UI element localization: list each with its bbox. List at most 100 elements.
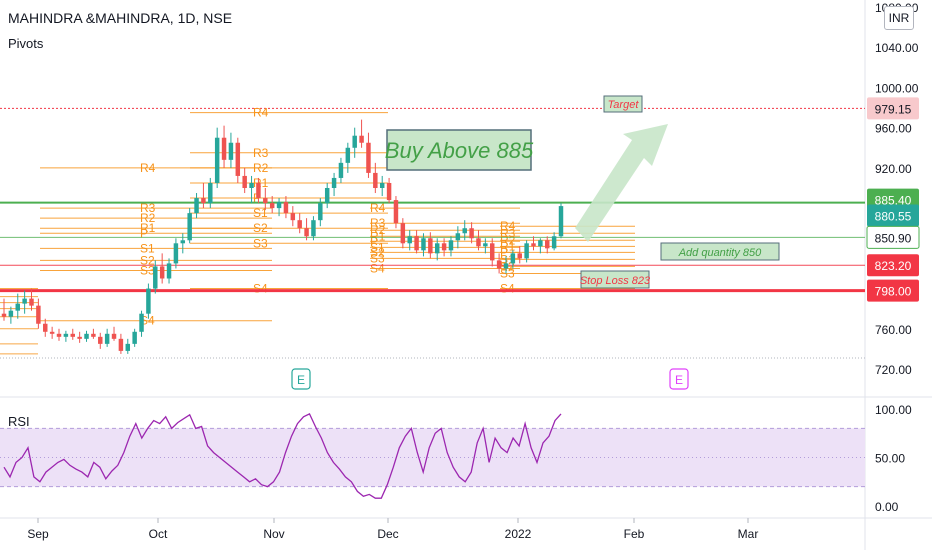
- candle-body[interactable]: [517, 253, 522, 259]
- candle-body[interactable]: [63, 333, 69, 337]
- candle-body[interactable]: [153, 266, 158, 289]
- candle-body[interactable]: [125, 343, 131, 351]
- candle-body[interactable]: [180, 240, 186, 244]
- candle-body[interactable]: [366, 142, 371, 173]
- candle-body[interactable]: [104, 333, 110, 344]
- candle-body[interactable]: [8, 310, 14, 317]
- candle-body[interactable]: [462, 228, 467, 234]
- currency-badge[interactable]: INR: [884, 6, 914, 30]
- candle-body[interactable]: [159, 266, 165, 279]
- candle-body[interactable]: [297, 220, 302, 229]
- candle-body[interactable]: [111, 333, 117, 339]
- price-badge[interactable]: [867, 204, 919, 227]
- candle-body[interactable]: [29, 298, 34, 306]
- candle-body[interactable]: [242, 175, 247, 188]
- symbol-title[interactable]: MAHINDRA &MAHINDRA, 1D, NSE: [8, 10, 233, 26]
- candle-body[interactable]: [428, 238, 433, 254]
- price-badge[interactable]: [867, 97, 919, 120]
- candle-body[interactable]: [139, 313, 144, 332]
- candle-body[interactable]: [386, 182, 392, 201]
- candle-body[interactable]: [221, 137, 227, 160]
- candle-body[interactable]: [407, 236, 412, 244]
- candle-body[interactable]: [283, 202, 289, 214]
- buy-above-box[interactable]: [386, 129, 532, 171]
- candle-body[interactable]: [400, 223, 406, 244]
- candle-body[interactable]: [1, 313, 7, 317]
- candle-body[interactable]: [434, 243, 440, 254]
- earnings-marker[interactable]: [669, 368, 689, 390]
- candle-body[interactable]: [256, 182, 261, 199]
- candle-body[interactable]: [194, 198, 199, 214]
- candle-body[interactable]: [469, 228, 474, 239]
- candle-body[interactable]: [118, 338, 124, 351]
- candle-body[interactable]: [455, 233, 461, 241]
- candle-body[interactable]: [166, 263, 172, 279]
- price-badge[interactable]: [866, 225, 920, 249]
- candle-body[interactable]: [77, 336, 82, 339]
- candle-body[interactable]: [510, 253, 516, 264]
- candle-body[interactable]: [483, 243, 488, 247]
- candle-body[interactable]: [345, 147, 351, 163]
- candle-body[interactable]: [503, 263, 509, 269]
- rsi-line[interactable]: [3, 413, 562, 499]
- candle-body[interactable]: [373, 172, 378, 188]
- candle-body[interactable]: [304, 228, 309, 237]
- candle-body[interactable]: [393, 200, 399, 224]
- candle-body[interactable]: [496, 260, 502, 269]
- candle-body[interactable]: [214, 137, 220, 183]
- target-box[interactable]: [603, 95, 643, 113]
- candle-body[interactable]: [173, 243, 179, 264]
- candle-body[interactable]: [56, 333, 62, 337]
- candle-body[interactable]: [476, 238, 481, 247]
- candle-body[interactable]: [91, 333, 96, 337]
- candle-body[interactable]: [276, 202, 282, 209]
- candle-body[interactable]: [545, 240, 550, 249]
- candle-body[interactable]: [146, 288, 151, 314]
- candle-body[interactable]: [489, 243, 495, 261]
- candle-body[interactable]: [331, 177, 337, 188]
- candle-body[interactable]: [290, 213, 296, 221]
- candle-body[interactable]: [538, 240, 543, 247]
- price-badge[interactable]: [867, 254, 919, 277]
- candle-body[interactable]: [49, 331, 55, 334]
- candle-body[interactable]: [531, 243, 536, 247]
- candle-body[interactable]: [43, 323, 48, 332]
- candle-body[interactable]: [338, 162, 344, 178]
- candle-body[interactable]: [263, 198, 268, 204]
- candle-body[interactable]: [551, 236, 557, 249]
- indicator-label[interactable]: Pivots: [8, 36, 44, 51]
- candle-body[interactable]: [249, 182, 254, 188]
- candle-body[interactable]: [352, 135, 357, 148]
- candle-body[interactable]: [228, 142, 234, 160]
- candle-body[interactable]: [36, 305, 41, 324]
- candle-body[interactable]: [98, 336, 103, 344]
- candle-body[interactable]: [70, 333, 76, 337]
- candle-body[interactable]: [311, 220, 316, 237]
- candle-body[interactable]: [324, 188, 330, 204]
- candle-body[interactable]: [379, 182, 385, 188]
- candle-body[interactable]: [441, 243, 447, 251]
- price-badge[interactable]: [867, 279, 919, 302]
- candle-body[interactable]: [15, 303, 20, 311]
- candle-body[interactable]: [359, 135, 364, 143]
- candle-body[interactable]: [558, 206, 564, 237]
- candle-body[interactable]: [318, 203, 323, 221]
- candle-body[interactable]: [22, 298, 27, 304]
- candle-body[interactable]: [414, 236, 419, 251]
- add-quantity-box[interactable]: [660, 242, 780, 261]
- candle-body[interactable]: [524, 243, 529, 259]
- candle-body[interactable]: [132, 331, 137, 344]
- candle-body[interactable]: [235, 142, 241, 176]
- target-arrow[interactable]: [575, 124, 668, 242]
- candle-body[interactable]: [201, 198, 206, 204]
- candle-body[interactable]: [187, 213, 192, 241]
- candle-body[interactable]: [421, 238, 426, 251]
- candle-body[interactable]: [269, 203, 275, 209]
- candle-body[interactable]: [84, 333, 89, 339]
- earnings-marker[interactable]: [291, 368, 311, 390]
- candle-body[interactable]: [208, 182, 213, 204]
- candle-body[interactable]: [448, 240, 454, 251]
- stop-loss-box[interactable]: [580, 270, 650, 289]
